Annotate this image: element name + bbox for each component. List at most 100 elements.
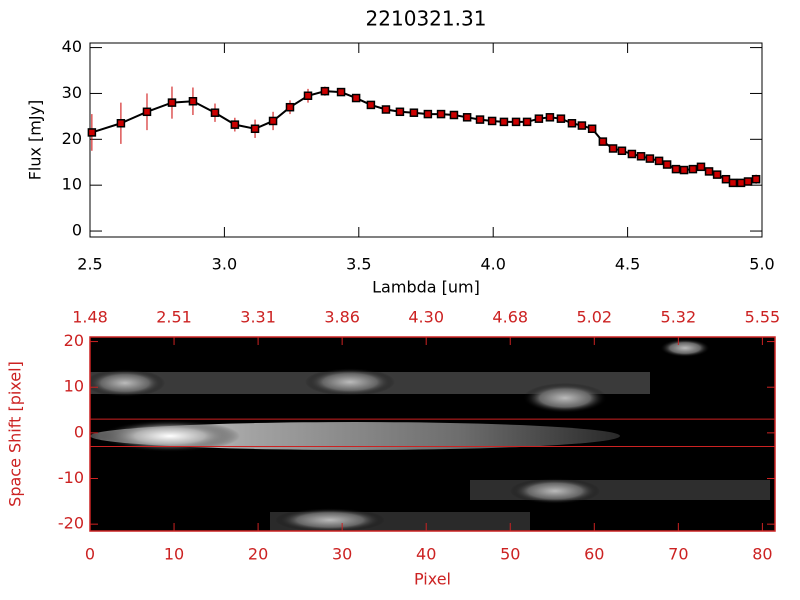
blob bbox=[90, 369, 165, 397]
data-marker bbox=[230, 120, 240, 129]
data-marker bbox=[511, 117, 521, 127]
x-tick-label: 30 bbox=[332, 545, 352, 564]
y-tick-label: 10 bbox=[64, 377, 84, 396]
x2-tick-label: 4.30 bbox=[408, 308, 444, 327]
blob bbox=[660, 339, 710, 357]
blob bbox=[523, 383, 607, 413]
x-axis-label: Lambda [um] bbox=[372, 278, 480, 297]
blob bbox=[275, 508, 385, 531]
y-tick-label: 0 bbox=[72, 221, 82, 240]
y-tick-label: -20 bbox=[58, 514, 84, 533]
y-axis-label: Space Shift [pixel] bbox=[6, 361, 25, 507]
x-tick-label: 4.0 bbox=[480, 255, 505, 274]
data-marker bbox=[116, 119, 126, 128]
data-marker bbox=[598, 137, 608, 146]
x-tick-label: 40 bbox=[416, 545, 436, 564]
x2-tick-label: 1.48 bbox=[72, 308, 108, 327]
flux-line bbox=[91, 90, 757, 184]
data-marker bbox=[142, 107, 152, 117]
x-tick-label: 60 bbox=[584, 545, 604, 564]
data-marker bbox=[671, 164, 681, 174]
data-marker bbox=[627, 149, 637, 159]
data-marker bbox=[654, 156, 664, 166]
x2-tick-label: 5.32 bbox=[661, 308, 697, 327]
y-tick-label: 30 bbox=[62, 83, 82, 102]
data-marker bbox=[462, 113, 472, 122]
x-tick-label: 20 bbox=[248, 545, 268, 564]
data-marker bbox=[268, 116, 278, 126]
blob bbox=[100, 420, 240, 452]
data-marker bbox=[751, 174, 761, 184]
x2-tick-label: 2.51 bbox=[156, 308, 192, 327]
data-marker bbox=[636, 152, 646, 161]
data-marker bbox=[320, 86, 330, 96]
x-tick-label: 3.0 bbox=[212, 255, 237, 274]
data-marker bbox=[696, 162, 706, 172]
data-marker bbox=[712, 170, 722, 179]
data-marker bbox=[728, 178, 738, 188]
data-marker bbox=[436, 109, 446, 119]
blob bbox=[510, 478, 600, 504]
data-marker bbox=[487, 116, 497, 126]
x-tick-label: 80 bbox=[752, 545, 772, 564]
blob bbox=[305, 368, 395, 396]
x2-tick-label: 5.02 bbox=[576, 308, 612, 327]
data-marker bbox=[475, 115, 485, 124]
y-tick-label: 0 bbox=[74, 422, 84, 441]
data-marker bbox=[587, 124, 597, 134]
data-marker bbox=[336, 87, 346, 97]
data-marker bbox=[645, 154, 655, 163]
x-tick-label: 4.5 bbox=[615, 255, 640, 274]
x2-tick-label: 3.86 bbox=[324, 308, 360, 327]
x-tick-label: 5.0 bbox=[749, 255, 774, 274]
data-marker bbox=[662, 160, 672, 169]
data-marker bbox=[395, 107, 405, 117]
data-marker bbox=[556, 114, 566, 123]
x-axis-label: Pixel bbox=[414, 570, 451, 589]
data-marker bbox=[210, 108, 220, 117]
x2-tick-label: 5.55 bbox=[745, 308, 781, 327]
data-marker bbox=[250, 124, 260, 134]
y-tick-label: 20 bbox=[62, 129, 82, 148]
data-marker bbox=[721, 174, 731, 184]
y-tick-label: 20 bbox=[64, 331, 84, 350]
x-tick-label: 2.5 bbox=[77, 255, 102, 274]
x-tick-label: 50 bbox=[500, 545, 520, 564]
data-marker bbox=[303, 91, 313, 100]
plot-frame bbox=[89, 42, 763, 238]
data-marker bbox=[522, 117, 532, 127]
data-marker bbox=[736, 178, 746, 188]
data-marker bbox=[285, 102, 295, 112]
data-marker bbox=[366, 100, 376, 110]
data-marker bbox=[577, 121, 587, 130]
chart-title: 2210321.31 bbox=[366, 7, 487, 31]
data-marker bbox=[545, 113, 555, 122]
x-tick-label: 0 bbox=[85, 545, 95, 564]
data-marker bbox=[567, 119, 577, 128]
data-marker bbox=[534, 114, 544, 123]
x-tick-label: 70 bbox=[668, 545, 688, 564]
x2-tick-label: 4.68 bbox=[492, 308, 528, 327]
data-marker bbox=[188, 96, 198, 106]
image-frame bbox=[89, 336, 776, 532]
data-marker bbox=[688, 164, 698, 174]
x-tick-label: 10 bbox=[164, 545, 184, 564]
data-marker bbox=[351, 93, 361, 103]
data-marker bbox=[423, 109, 433, 119]
x2-tick-label: 3.31 bbox=[240, 308, 276, 327]
data-marker bbox=[381, 105, 391, 114]
y-tick-label: -10 bbox=[58, 468, 84, 487]
data-marker bbox=[743, 177, 753, 186]
data-marker bbox=[608, 144, 618, 153]
data-marker bbox=[167, 98, 177, 107]
data-marker bbox=[617, 146, 627, 156]
y-axis-label: Flux [mJy] bbox=[26, 100, 45, 181]
y-tick-label: 10 bbox=[62, 175, 82, 194]
data-marker bbox=[449, 110, 459, 120]
data-marker bbox=[499, 117, 509, 127]
y-tick-label: 40 bbox=[62, 37, 82, 56]
x-tick-label: 3.5 bbox=[346, 255, 371, 274]
data-marker bbox=[87, 128, 97, 137]
spectrum-image bbox=[90, 337, 775, 531]
